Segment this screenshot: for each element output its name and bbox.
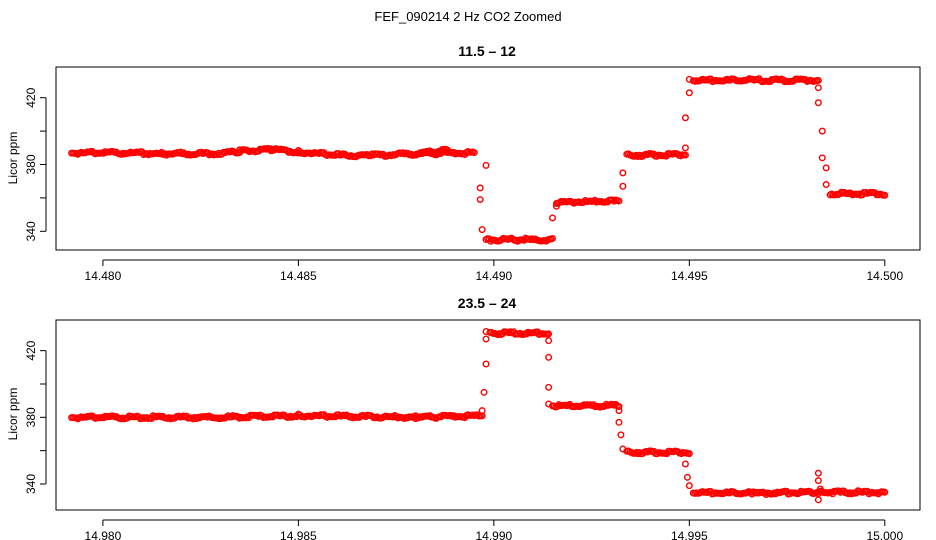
data-point: [726, 76, 734, 84]
data-point: [487, 237, 495, 245]
x-tick-label: 14.990: [476, 529, 513, 540]
data-point: [482, 360, 490, 368]
y-tick-label: 420: [24, 340, 38, 360]
y-axis-label-top: Licor ppm: [6, 132, 20, 185]
data-point: [227, 413, 235, 421]
data-point: [681, 151, 689, 159]
data-point: [294, 149, 302, 157]
figure-title: FEF_090214 2 Hz CO2 Zoomed: [374, 9, 561, 24]
x-tick-label: 14.995: [671, 529, 708, 540]
data-point: [761, 489, 769, 497]
data-point: [478, 407, 486, 415]
data-point: [482, 335, 490, 343]
x-axis-top: 14.480 14.485 14.490 14.495 14.500: [85, 259, 903, 283]
data-point: [683, 473, 691, 481]
data-point: [681, 114, 689, 122]
data-point: [480, 388, 488, 396]
data-point: [476, 184, 484, 192]
data-point: [635, 151, 643, 159]
panel-title-bottom: 23.5 – 24: [458, 295, 517, 311]
data-point: [619, 182, 627, 190]
data-point: [822, 181, 830, 189]
data-point: [476, 196, 484, 204]
data-point: [881, 191, 889, 199]
data-point: [619, 169, 627, 177]
data-point: [615, 407, 623, 415]
data-point: [617, 431, 625, 439]
data-point: [835, 487, 843, 495]
data-point: [482, 161, 490, 169]
data-point: [762, 490, 770, 498]
data-point: [881, 488, 889, 496]
data-point: [726, 489, 734, 497]
data-point: [681, 144, 689, 152]
data-points-bottom: [68, 328, 889, 504]
x-tick-label: 14.495: [671, 269, 708, 283]
data-point: [223, 413, 231, 421]
data-point: [814, 469, 822, 477]
data-point: [549, 214, 557, 222]
data-point: [224, 412, 232, 420]
data-point: [685, 450, 693, 458]
data-point: [335, 411, 343, 419]
data-point: [549, 234, 557, 242]
data-point: [822, 164, 830, 172]
data-point: [478, 226, 486, 234]
data-point: [681, 460, 689, 468]
data-point: [545, 330, 553, 338]
panel-top: 11.5 – 12 Licor ppm 14.480 14.485 14.490 14…: [6, 43, 921, 283]
panel-bottom: 23.5 – 24 Licor ppm 14.980 14.985 14.990 14…: [6, 295, 921, 540]
x-tick-label: 14.980: [85, 529, 122, 540]
data-point: [470, 149, 478, 157]
data-point: [270, 146, 278, 154]
y-tick-label: 340: [24, 474, 38, 494]
x-axis-bottom: 14.980 14.985 14.990 14.995 15.000: [85, 519, 903, 540]
panel-title-top: 11.5 – 12: [458, 43, 516, 59]
y-axis-bottom: 340 380 420: [24, 340, 47, 494]
x-tick-label: 14.985: [280, 529, 317, 540]
y-tick-label: 380: [24, 407, 38, 427]
y-tick-label: 420: [24, 87, 38, 107]
data-points-top: [68, 75, 889, 245]
data-point: [545, 383, 553, 391]
data-point: [615, 403, 623, 411]
y-axis-label-bottom: Licor ppm: [6, 388, 20, 441]
data-point: [615, 197, 623, 205]
data-point: [818, 154, 826, 162]
data-point: [818, 127, 826, 135]
data-point: [615, 418, 623, 426]
data-point: [636, 448, 644, 456]
data-point: [634, 153, 642, 161]
data-point: [685, 89, 693, 97]
data-point: [816, 485, 824, 493]
data-point: [814, 76, 822, 84]
data-point: [814, 99, 822, 107]
x-tick-label: 15.000: [866, 529, 903, 540]
data-point: [161, 150, 169, 158]
data-point: [814, 496, 822, 504]
x-tick-label: 14.490: [476, 269, 513, 283]
data-point: [545, 337, 553, 345]
data-point: [545, 353, 553, 361]
data-point: [685, 482, 693, 490]
data-point: [443, 146, 451, 154]
data-point: [814, 84, 822, 92]
y-axis-top: 340 380 420: [24, 87, 47, 241]
plot-frame-top: [55, 66, 921, 251]
y-tick-label: 380: [24, 154, 38, 174]
x-tick-label: 14.480: [85, 269, 122, 283]
x-tick-label: 14.500: [866, 269, 903, 283]
y-tick-label: 340: [24, 221, 38, 241]
x-tick-label: 14.485: [280, 269, 317, 283]
data-point: [814, 477, 822, 485]
plot-frame-bottom: [55, 319, 921, 511]
